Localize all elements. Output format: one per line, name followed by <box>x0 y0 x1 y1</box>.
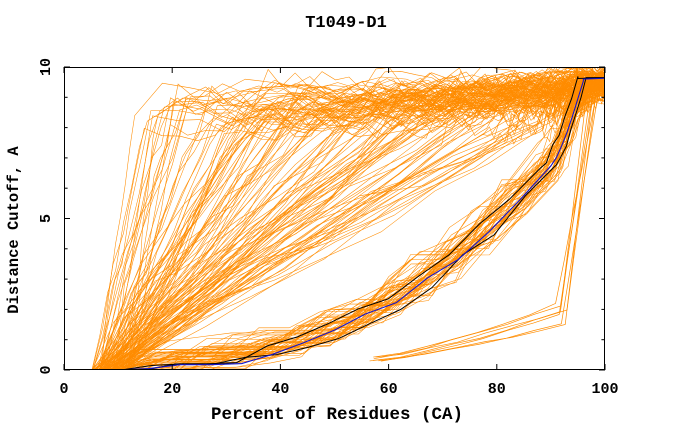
svg-text:20: 20 <box>163 381 181 398</box>
svg-text:0: 0 <box>38 365 55 374</box>
svg-text:5: 5 <box>38 214 55 223</box>
svg-text:Distance Cutoff, A: Distance Cutoff, A <box>5 146 23 314</box>
svg-text:60: 60 <box>380 381 398 398</box>
svg-text:0: 0 <box>59 381 68 398</box>
svg-text:80: 80 <box>488 381 506 398</box>
svg-text:10: 10 <box>38 58 55 76</box>
svg-text:100: 100 <box>591 381 618 398</box>
svg-text:Percent of Residues (CA): Percent of Residues (CA) <box>211 405 463 425</box>
svg-text:T1049-D1: T1049-D1 <box>305 14 387 33</box>
svg-text:40: 40 <box>271 381 289 398</box>
